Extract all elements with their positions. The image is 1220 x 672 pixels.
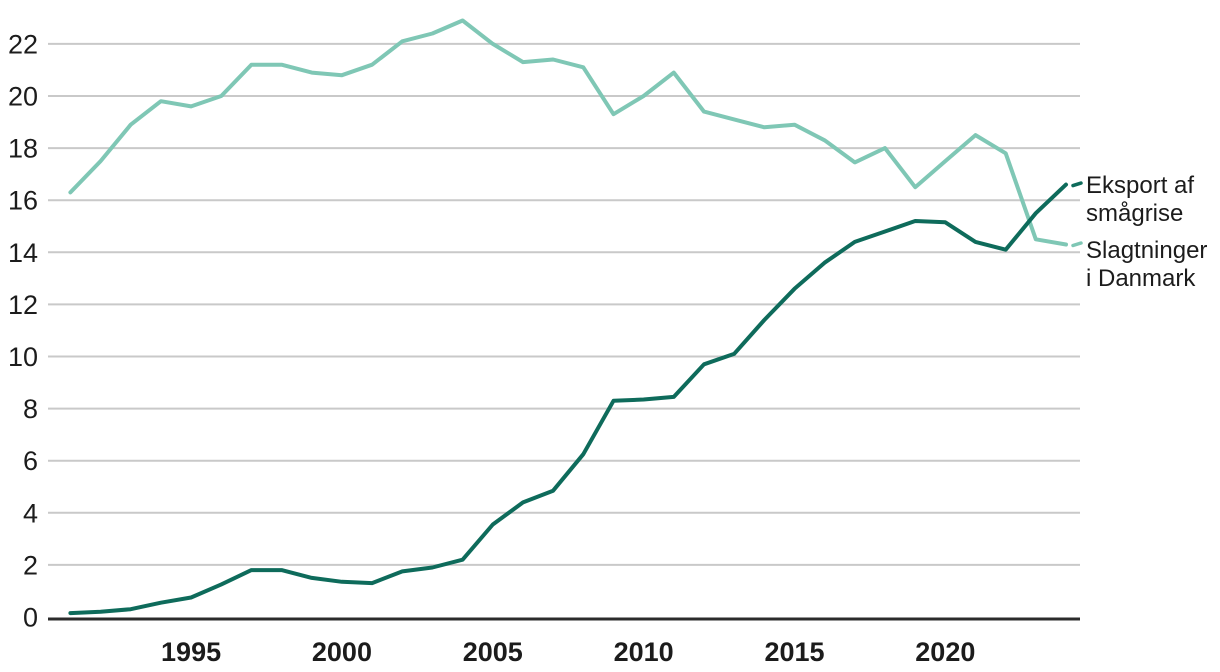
legend-label-eksport-af-smagrise: Eksport af smågrise bbox=[1086, 172, 1195, 227]
y-axis-tick-label: 10 bbox=[8, 342, 38, 372]
y-axis-tick-label: 14 bbox=[8, 238, 38, 268]
series-line-eksport-af-smagrise bbox=[68, 182, 1068, 616]
x-axis-tick-label: 2015 bbox=[764, 637, 824, 667]
y-axis-tick-label: 0 bbox=[23, 603, 38, 633]
y-axis-tick-label: 2 bbox=[23, 550, 38, 580]
legend-dash-slagtninger bbox=[1071, 241, 1083, 248]
legend-label-slagtninger-i-danmark: Slagtninger i Danmark bbox=[1086, 237, 1208, 292]
y-axis-tick-label: 18 bbox=[8, 134, 38, 164]
y-axis-tick-label: 4 bbox=[23, 498, 38, 528]
y-axis-tick-label: 8 bbox=[23, 394, 38, 424]
legend-dash-eksport bbox=[1071, 181, 1083, 188]
y-axis-tick-label: 20 bbox=[8, 82, 38, 112]
series-line-slagtninger-i-danmark bbox=[68, 18, 1068, 247]
x-axis-tick-label: 2000 bbox=[312, 637, 372, 667]
x-axis-tick-label: 2010 bbox=[614, 637, 674, 667]
y-axis-tick-label: 16 bbox=[8, 186, 38, 216]
y-axis-tick-label: 12 bbox=[8, 290, 38, 320]
y-axis-tick-label: 22 bbox=[8, 29, 38, 59]
y-axis-tick-label: 6 bbox=[23, 446, 38, 476]
x-axis-tick-label: 2020 bbox=[915, 637, 975, 667]
x-axis-tick-label: 1995 bbox=[161, 637, 221, 667]
x-axis-tick-label: 2005 bbox=[463, 637, 523, 667]
